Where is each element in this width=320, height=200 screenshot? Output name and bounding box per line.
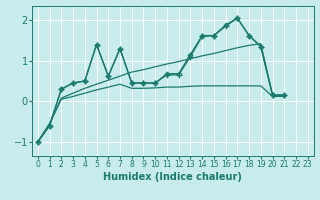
- X-axis label: Humidex (Indice chaleur): Humidex (Indice chaleur): [103, 172, 242, 182]
